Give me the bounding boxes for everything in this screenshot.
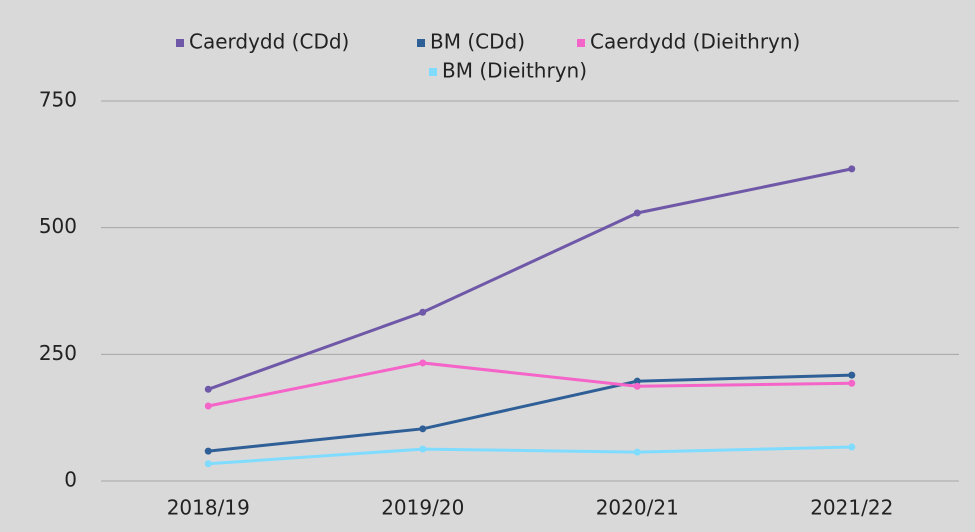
point [848, 443, 856, 451]
legend-label: Caerdydd (Dieithryn) [590, 30, 800, 54]
series-line [208, 445, 852, 466]
point [633, 448, 641, 456]
point [419, 308, 427, 316]
point [204, 460, 212, 468]
point [848, 379, 856, 387]
series-line [207, 167, 853, 391]
point [633, 209, 641, 217]
y-tick-label: 0 [64, 468, 77, 492]
point [419, 425, 427, 433]
y-tick-label: 500 [39, 214, 77, 238]
series-line [207, 361, 852, 408]
legend-marker [429, 68, 437, 76]
y-tick-label: 250 [39, 341, 77, 365]
legend-label: BM (Dieithryn) [442, 59, 587, 83]
y-tick-label: 750 [39, 88, 77, 112]
legend-marker [176, 39, 184, 47]
legend-label: BM (CDd) [430, 30, 525, 54]
x-tick-label: 2019/20 [381, 496, 464, 520]
point [848, 165, 856, 173]
legend-marker [417, 39, 425, 47]
x-tick-label: 2020/21 [596, 496, 679, 520]
point [633, 377, 641, 385]
point [419, 445, 427, 453]
point [633, 382, 641, 390]
point [204, 385, 212, 393]
x-tick-label: 2021/22 [810, 496, 893, 520]
x-tick-label: 2018/19 [167, 496, 250, 520]
legend-label: Caerdydd (CDd) [189, 30, 349, 54]
point [204, 447, 212, 455]
point [204, 402, 212, 410]
point [419, 359, 427, 367]
point [848, 371, 856, 379]
legend-marker [577, 39, 585, 47]
series-line [208, 373, 852, 453]
